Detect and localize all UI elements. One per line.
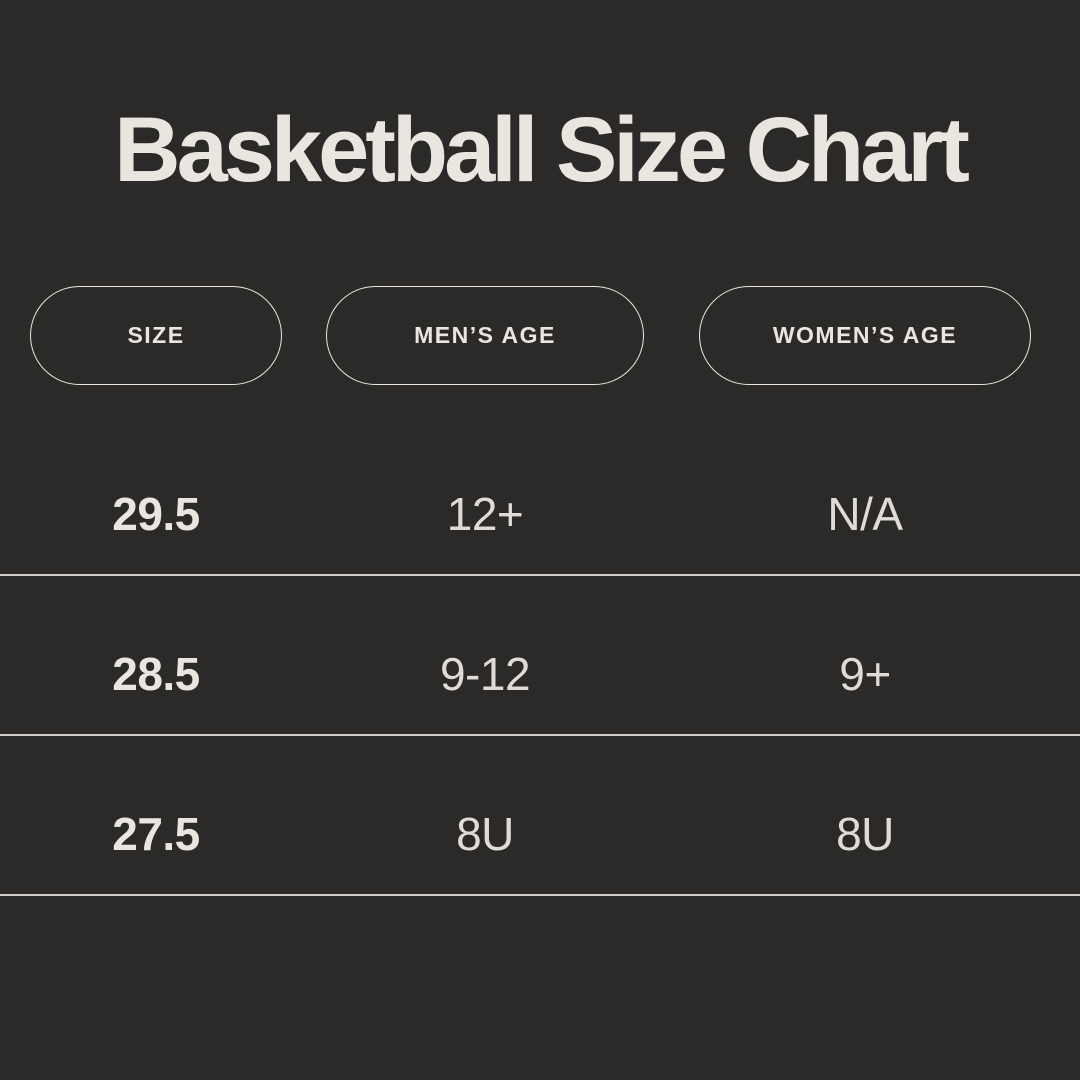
page-title: Basketball Size Chart (114, 99, 970, 201)
header-pill-womens-age: WOMEN’S AGE (699, 286, 1031, 385)
header-pill-mens-age: MEN’S AGE (326, 286, 644, 385)
header-label-size: SIZE (127, 322, 185, 348)
cell-womens-age: 8U (836, 808, 894, 860)
table-header-row: SIZE MEN’S AGE WOMEN’S AGE (30, 286, 1031, 385)
table-row: 27.5 8U 8U (0, 736, 1080, 896)
cell-womens-age: N/A (827, 488, 903, 540)
header-label-mens-age: MEN’S AGE (414, 322, 556, 348)
cell-womens-age: 9+ (839, 648, 891, 700)
table-row: 29.5 12+ N/A (0, 416, 1080, 576)
cell-size: 28.5 (112, 648, 200, 700)
header-label-womens-age: WOMEN’S AGE (772, 322, 958, 348)
table-row: 28.5 9-12 9+ (0, 576, 1080, 736)
header-pill-size: SIZE (30, 286, 282, 385)
cell-size: 27.5 (112, 808, 200, 860)
cell-mens-age: 9-12 (439, 648, 531, 700)
cell-mens-age: 12+ (446, 488, 524, 540)
cell-size: 29.5 (112, 488, 200, 540)
table-body: 29.5 12+ N/A 28.5 9-12 9+ 27.5 8U 8U (0, 416, 1080, 896)
cell-mens-age: 8U (456, 808, 514, 860)
